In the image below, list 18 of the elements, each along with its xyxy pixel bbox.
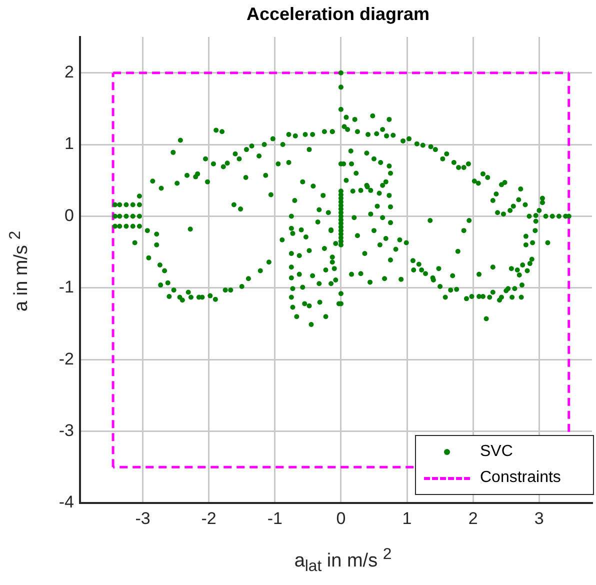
y-tick-label: -1 <box>58 278 74 297</box>
y-tick-label: -4 <box>58 492 74 512</box>
x-axis-title: a$_{lat}$ in m/s $^{2}$ <box>293 546 393 576</box>
y-tick-label: -3 <box>58 420 74 440</box>
y-tick-label: -2 <box>58 349 74 368</box>
x-tick-label: -2 <box>201 508 216 528</box>
x-tick-label: 1 <box>402 508 412 528</box>
x-tick-label: 2 <box>468 508 478 528</box>
y-tick-label: 2 <box>64 62 74 82</box>
x-tick-label: 0 <box>336 508 346 528</box>
legend-label: SVC <box>480 443 513 461</box>
x-tick-label: -1 <box>267 508 282 528</box>
y-tick-label: 1 <box>64 134 74 154</box>
y-tick-label: 0 <box>64 206 74 225</box>
chart-title: Acceleration diagram <box>245 4 431 25</box>
legend-label: Constraints <box>480 469 561 487</box>
x-tick-label: 3 <box>534 508 544 528</box>
x-tick-label: -3 <box>135 508 150 528</box>
